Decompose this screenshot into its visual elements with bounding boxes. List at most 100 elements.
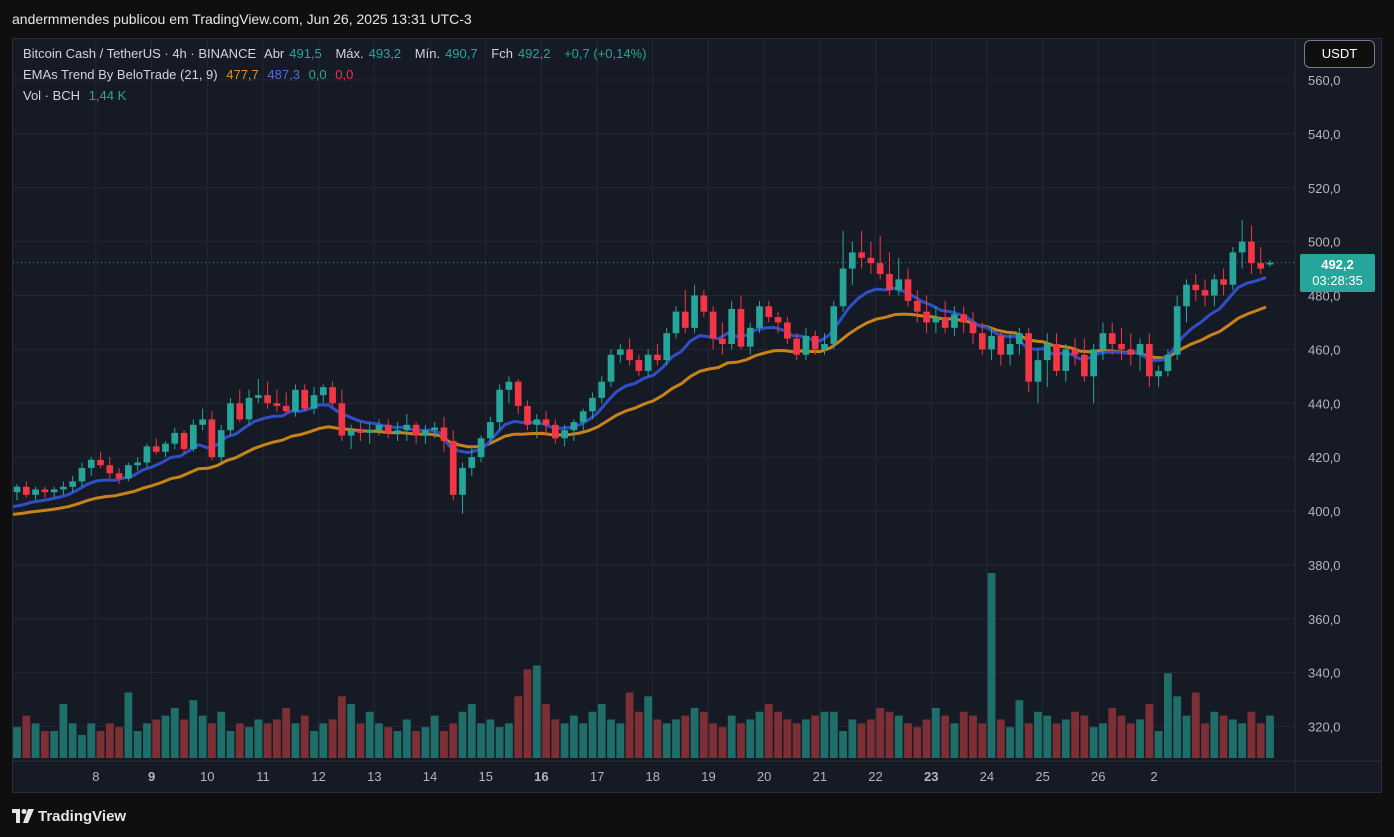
candle-body	[134, 462, 142, 466]
candle-body	[1173, 306, 1181, 355]
indicator-value-b: 0,0	[335, 67, 354, 82]
volume-bar	[523, 669, 532, 758]
volume-bar	[161, 715, 170, 758]
candle-body	[793, 338, 800, 355]
candle-body	[978, 333, 986, 350]
candle-body	[691, 295, 698, 328]
volume-bar	[486, 719, 495, 758]
candle-body	[245, 397, 253, 420]
candle-body	[774, 317, 782, 323]
candle-body	[41, 489, 49, 493]
volume-bar	[876, 707, 885, 758]
bar-countdown: 03:28:35	[1312, 273, 1363, 288]
high-label: Máx.	[335, 46, 364, 61]
candle-body	[217, 430, 225, 458]
volume-bar	[31, 723, 40, 758]
candle-body	[1043, 343, 1051, 361]
volume-bar	[941, 715, 950, 758]
candle-body	[848, 252, 856, 269]
volume-bar	[1024, 723, 1033, 758]
currency-button[interactable]: USDT	[1304, 40, 1375, 68]
candle-body	[616, 349, 624, 355]
x-tick-label: 21	[813, 769, 827, 784]
x-tick-label: 20	[757, 769, 771, 784]
volume-bar	[1238, 723, 1247, 758]
volume-bar	[402, 719, 411, 758]
volume-bar	[1034, 711, 1042, 758]
candle-body	[821, 343, 828, 350]
candle-body	[802, 335, 810, 355]
volume-bar	[180, 719, 188, 758]
candle-body	[913, 300, 921, 312]
candle-body	[1025, 333, 1033, 382]
candle-body	[1164, 354, 1172, 371]
volume-bar	[384, 727, 393, 758]
candle-body	[895, 279, 903, 291]
candle-body	[1210, 279, 1218, 296]
indicator-name[interactable]: EMAs Trend By BeloTrade (21, 9)	[23, 67, 218, 82]
volume-bar	[254, 719, 263, 758]
volume-bar	[764, 704, 773, 758]
volume-bar	[560, 723, 569, 758]
x-tick-label: 22	[868, 769, 882, 784]
volume-bar	[421, 727, 430, 758]
volume-bar	[802, 719, 810, 758]
candle-body	[1090, 349, 1097, 377]
volume-bar	[1164, 673, 1172, 758]
candle-body	[570, 422, 578, 431]
volume-bar	[857, 723, 866, 758]
volume-bar	[1136, 719, 1144, 758]
candle-body	[115, 473, 123, 479]
volume-name[interactable]: Vol · BCH	[23, 88, 81, 103]
candle-body	[1266, 262, 1274, 265]
volume-bar	[811, 715, 820, 758]
y-tick-label: 360,0	[1308, 612, 1341, 627]
candle-body	[1006, 343, 1014, 355]
brand-name: TradingView	[38, 807, 127, 825]
volume-bar	[1228, 719, 1237, 758]
candle-body	[561, 430, 568, 439]
volume-bar	[616, 723, 625, 758]
candle-body	[1127, 349, 1135, 355]
symbol-title[interactable]: Bitcoin Cash / TetherUS · 4h · BINANCE	[23, 46, 257, 61]
candle-body	[756, 306, 763, 328]
volume-bar	[133, 731, 142, 758]
candle-body	[1034, 360, 1042, 382]
candle-body	[988, 335, 995, 350]
candle-body	[78, 467, 86, 482]
candle-body	[50, 489, 58, 493]
footer-brand[interactable]: TradingView	[12, 806, 126, 826]
volume-bar	[737, 723, 745, 758]
volume-bar	[1099, 723, 1107, 758]
volume-bar	[272, 719, 281, 758]
volume-bar	[115, 727, 123, 758]
volume-bar	[746, 719, 755, 758]
candle-body	[644, 354, 652, 371]
candle-body	[830, 306, 838, 344]
candle-body	[87, 459, 95, 468]
volume-bar	[1191, 692, 1200, 758]
candle-body	[22, 486, 30, 495]
volume-bar	[105, 723, 114, 758]
candle-body	[1201, 290, 1209, 296]
candle-body	[125, 465, 132, 479]
volume-bar	[124, 692, 133, 758]
volume-bar	[291, 723, 300, 758]
volume-bar	[467, 704, 476, 758]
volume-bar	[22, 715, 31, 758]
volume-bar	[449, 723, 458, 758]
candle-body	[162, 443, 169, 452]
volume-bar	[59, 704, 68, 758]
candle-body	[171, 432, 179, 444]
volume-bar	[950, 723, 959, 758]
volume-bar	[1080, 715, 1089, 758]
volume-bar	[829, 711, 838, 758]
volume-bar	[263, 723, 272, 758]
volume-bar	[569, 715, 578, 758]
volume-bar	[1256, 723, 1265, 758]
candle-body	[208, 419, 216, 458]
volume-bar	[1201, 723, 1209, 758]
y-tick-label: 540,0	[1308, 127, 1341, 142]
candle-body	[1145, 343, 1153, 377]
